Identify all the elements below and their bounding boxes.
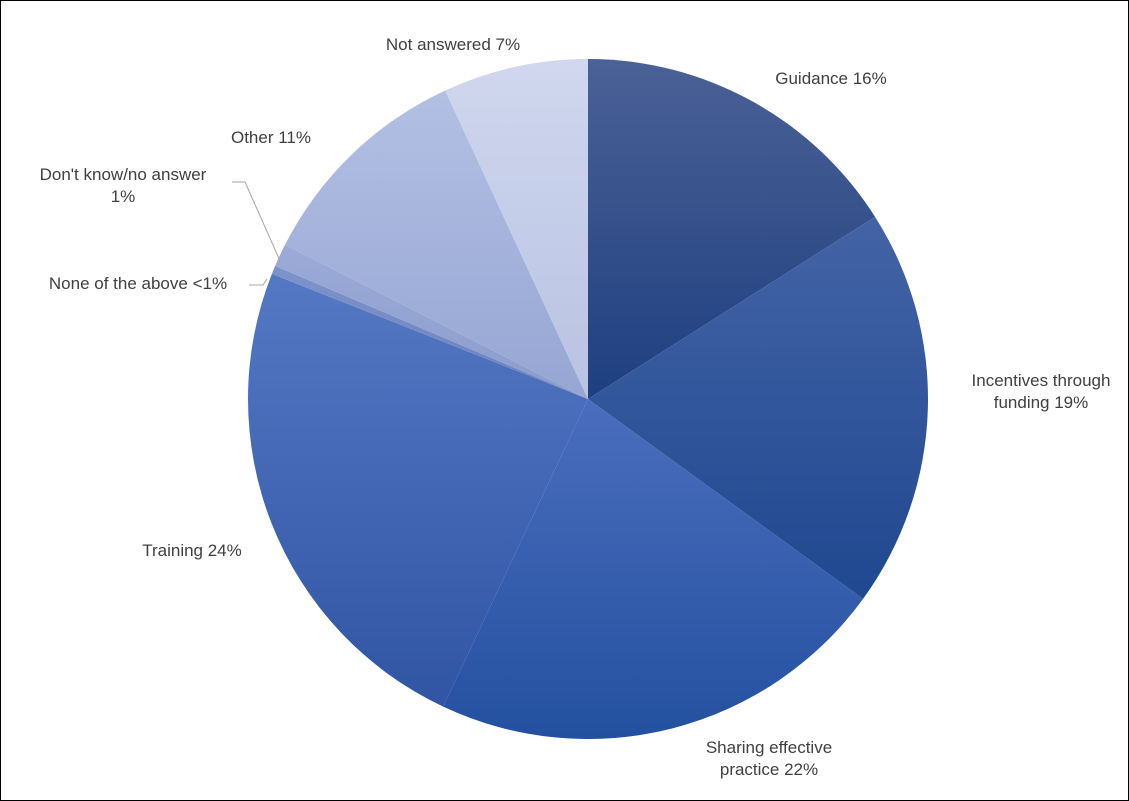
slice-label-0: Guidance 16%: [775, 69, 887, 88]
labels-layer: Guidance 16% Incentives through funding 19…: [40, 35, 1111, 779]
pie-slice-5: [275, 244, 588, 399]
slice-label-line: Sharing effective: [706, 738, 832, 757]
leader-line-5: [232, 181, 282, 264]
slice-label-line: Don't know/no answer: [40, 165, 207, 184]
slice-label-line: None of the above <1%: [49, 274, 227, 293]
pie-slice-1: [588, 216, 928, 599]
slices-layer: [247, 59, 928, 739]
slice-label-3: Training 24%: [142, 541, 242, 560]
slice-label-5: Don't know/no answer 1%: [40, 165, 207, 206]
slice-label-line: practice 22%: [720, 760, 818, 779]
slice-label-7: Not answered 7%: [386, 35, 520, 54]
slice-label-line: Guidance 16%: [775, 69, 887, 88]
slice-label-line: funding 19%: [994, 393, 1089, 412]
pie-slice-2: [443, 399, 864, 739]
slice-label-line: 1%: [111, 187, 136, 206]
slice-label-6: Other 11%: [231, 128, 311, 147]
leader-line-4: [249, 278, 268, 286]
leader-lines-layer: [232, 181, 282, 286]
pie-slice-3: [247, 273, 588, 707]
slice-label-line: Not answered 7%: [386, 35, 520, 54]
pie-slice-4: [271, 265, 588, 399]
slice-label-line: Training 24%: [142, 541, 242, 560]
slice-label-line: Other 11%: [231, 128, 311, 147]
slice-label-1: Incentives through funding 19%: [972, 371, 1111, 412]
slice-label-2: Sharing effective practice 22%: [706, 738, 832, 779]
slice-label-4: None of the above <1%: [49, 274, 227, 293]
pie-slice-7: [445, 59, 588, 399]
pie-slice-6: [285, 90, 588, 400]
slice-label-line: Incentives through: [972, 371, 1111, 390]
pie-slice-0: [588, 59, 876, 399]
